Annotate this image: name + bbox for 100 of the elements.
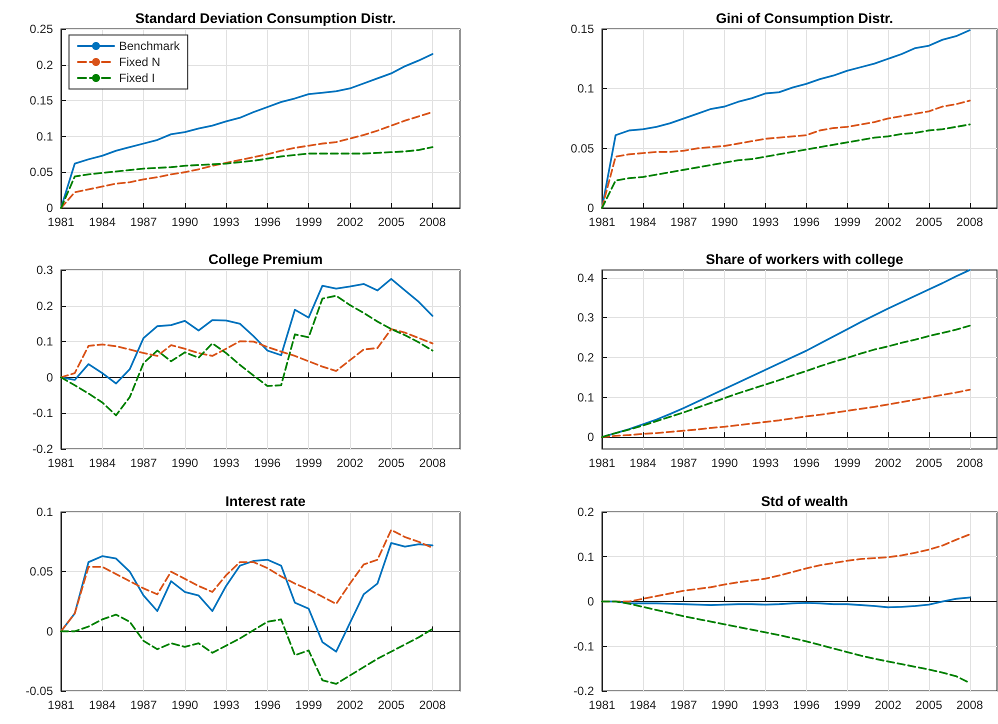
y-tick-label: 0 <box>46 624 54 638</box>
line-series <box>601 124 971 209</box>
x-tick-label: 1981 <box>588 698 616 712</box>
x-tick-label: 1981 <box>48 456 75 470</box>
x-tick-label: 1984 <box>88 456 116 470</box>
x-tick-label: 1999 <box>834 456 861 470</box>
x-tick-label: 2002 <box>874 456 902 470</box>
x-tick-label: 1984 <box>630 698 657 712</box>
y-tick-label: -0.2 <box>32 442 54 456</box>
x-tick-label: 1999 <box>834 698 861 712</box>
x-tick-label: 2008 <box>956 698 984 712</box>
x-tick-label: 1999 <box>295 456 322 470</box>
x-tick-label: 2008 <box>419 456 446 470</box>
line-series <box>60 111 434 209</box>
line-series <box>60 528 434 632</box>
x-tick-label: 2005 <box>378 215 405 229</box>
line-series <box>601 29 971 209</box>
chart-title: Standard Deviation Consumption Distr. <box>135 10 396 26</box>
y-tick-label: 0.1 <box>36 129 54 144</box>
line-series <box>60 295 434 417</box>
x-tick-label: 1993 <box>212 698 240 712</box>
y-tick-label: 0.05 <box>30 564 54 578</box>
y-tick-label: 0.25 <box>30 22 54 36</box>
y-tick-label: -0.1 <box>32 406 54 421</box>
y-tick-label: 0 <box>587 594 594 608</box>
line-series <box>60 146 434 209</box>
y-tick-label: 0.4 <box>577 271 594 286</box>
x-tick-label: 2005 <box>916 698 943 712</box>
y-tick-label: 0.2 <box>36 58 54 72</box>
x-tick-label: 1990 <box>711 215 738 229</box>
x-tick-label: 1981 <box>588 456 616 470</box>
x-tick-label: 1987 <box>130 698 158 712</box>
x-tick-label: 1984 <box>88 698 116 712</box>
x-tick-label: 1987 <box>670 456 698 470</box>
x-tick-label: 2002 <box>874 215 902 229</box>
y-tick-label: 0.1 <box>36 334 54 349</box>
x-tick-label: 1990 <box>711 456 738 470</box>
chart-title: Interest rate <box>225 492 306 509</box>
x-tick-label: 2002 <box>336 456 364 470</box>
legend-label: Benchmark <box>119 39 181 53</box>
x-tick-label: 2008 <box>956 215 984 229</box>
x-tick-label: 2008 <box>956 456 984 470</box>
y-tick-label: -0.1 <box>573 638 594 653</box>
legend-label: Fixed N <box>119 55 160 69</box>
x-tick-label: 1996 <box>792 215 820 229</box>
line-series <box>60 328 434 379</box>
x-tick-label: 1984 <box>88 215 116 229</box>
y-tick-label: 0.3 <box>577 311 594 326</box>
y-tick-label: 0 <box>46 370 54 385</box>
y-tick-label: 0 <box>46 201 54 215</box>
line-series <box>601 100 971 209</box>
line-series <box>60 613 434 684</box>
x-tick-label: 2005 <box>378 456 405 470</box>
y-tick-label: 0 <box>587 430 594 444</box>
y-tick-label: 0.2 <box>577 504 594 519</box>
x-tick-label: 1996 <box>792 698 820 712</box>
chart-title: Std of wealth <box>760 492 848 509</box>
y-tick-label: 0.15 <box>30 94 54 108</box>
x-tick-label: 2005 <box>916 456 943 470</box>
y-tick-label: 0.3 <box>36 263 54 278</box>
x-tick-label: 1987 <box>130 215 158 229</box>
x-tick-label: 1987 <box>670 698 698 712</box>
x-tick-label: 1990 <box>171 215 198 229</box>
x-tick-label: 1990 <box>171 456 198 470</box>
x-tick-label: 1993 <box>212 215 240 229</box>
x-tick-label: 1993 <box>752 456 780 470</box>
x-tick-label: 1990 <box>711 698 738 712</box>
line-series <box>601 389 971 438</box>
x-tick-label: 1987 <box>130 456 158 470</box>
y-tick-label: 0.1 <box>577 549 594 564</box>
x-tick-label: 1984 <box>630 215 657 229</box>
x-tick-label: 1999 <box>295 215 322 229</box>
x-tick-label: 1981 <box>588 215 616 229</box>
x-tick-label: 1996 <box>254 215 282 229</box>
chart-title: Gini of Consumption Distr. <box>716 10 894 26</box>
line-series <box>601 600 971 684</box>
x-tick-label: 1996 <box>254 456 282 470</box>
x-tick-label: 1984 <box>630 456 657 470</box>
y-tick-label: 0.05 <box>570 141 594 156</box>
x-tick-label: 1990 <box>171 698 198 712</box>
x-tick-label: 1993 <box>752 698 780 712</box>
x-tick-label: 2005 <box>916 215 943 229</box>
x-tick-label: 2005 <box>378 698 405 712</box>
y-tick-label: 0.1 <box>577 390 594 405</box>
x-tick-label: 1996 <box>792 456 820 470</box>
x-tick-label: 1981 <box>48 215 75 229</box>
x-tick-label: 1993 <box>212 456 240 470</box>
y-tick-label: 0.1 <box>577 82 594 96</box>
x-tick-label: 2008 <box>419 215 446 229</box>
y-tick-label: 0.1 <box>36 504 54 519</box>
x-tick-label: 2002 <box>874 698 902 712</box>
x-tick-label: 2002 <box>336 698 364 712</box>
y-tick-label: 0.2 <box>577 350 594 365</box>
x-tick-label: 2008 <box>419 698 446 712</box>
x-tick-label: 1981 <box>48 698 75 712</box>
chart-title: Share of workers with college <box>706 251 904 268</box>
chart-title: College Premium <box>208 251 323 268</box>
x-tick-label: 1996 <box>254 698 282 712</box>
y-tick-label: 0.2 <box>36 299 54 314</box>
line-series <box>601 325 971 438</box>
